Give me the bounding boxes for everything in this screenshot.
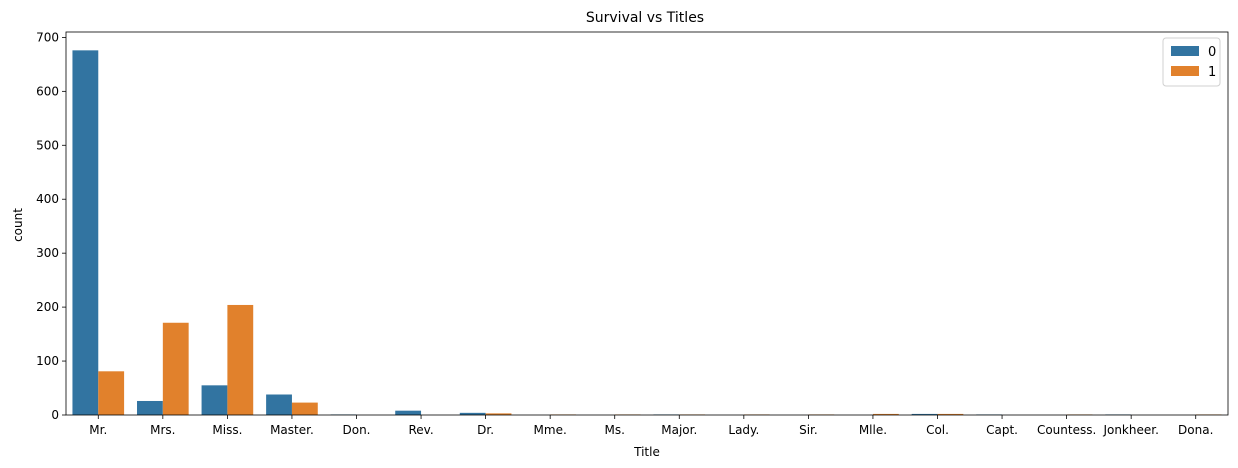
x-tick-label: Rev. bbox=[408, 423, 433, 437]
legend-label-0: 0 bbox=[1208, 45, 1216, 60]
x-tick-label: Countess. bbox=[1037, 423, 1096, 437]
legend-swatch-0 bbox=[1171, 46, 1199, 56]
x-axis-label: Title bbox=[633, 445, 660, 459]
x-tick-label: Lady. bbox=[728, 423, 759, 437]
legend: 01 bbox=[1162, 37, 1221, 87]
bar-mrs-series-1 bbox=[162, 322, 189, 415]
bar-mrs-series-0 bbox=[137, 400, 163, 415]
x-tick-label: Capt. bbox=[986, 423, 1018, 437]
bar-mr-series-0 bbox=[72, 50, 99, 415]
bar-col-series-0 bbox=[911, 413, 938, 415]
bars-layer bbox=[72, 50, 1222, 415]
x-tick-label: Jonkheer. bbox=[1102, 423, 1158, 437]
bar-mr-series-1 bbox=[98, 371, 125, 415]
x-tick-label: Major. bbox=[661, 423, 697, 437]
x-tick-label: Don. bbox=[342, 423, 370, 437]
legend-label-1: 1 bbox=[1208, 65, 1216, 80]
x-tick-label: Dona. bbox=[1178, 423, 1213, 437]
x-tick-label: Mlle. bbox=[859, 423, 887, 437]
y-axis: 0 100 200 300 400 500 600 700 bbox=[36, 30, 66, 422]
bar-col-series-1 bbox=[937, 413, 964, 415]
bar-miss-series-0 bbox=[201, 385, 228, 415]
bar-miss-series-1 bbox=[227, 304, 254, 415]
plot-frame bbox=[65, 31, 1229, 416]
y-tick-label: 100 bbox=[36, 354, 59, 368]
y-tick-label: 700 bbox=[36, 30, 59, 44]
x-tick-label: Sir. bbox=[799, 423, 818, 437]
x-tick-label: Dr. bbox=[477, 423, 494, 437]
bar-dr-series-1 bbox=[485, 413, 512, 415]
bar-mlle-series-1 bbox=[872, 413, 899, 415]
x-tick-label: Mme. bbox=[534, 423, 567, 437]
x-tick-label: Miss. bbox=[212, 423, 242, 437]
bar-rev-series-0 bbox=[395, 410, 422, 415]
x-tick-label: Mrs. bbox=[150, 423, 175, 437]
y-tick-label: 200 bbox=[36, 300, 59, 314]
legend-swatch-1 bbox=[1171, 66, 1199, 76]
chart-title: Survival vs Titles bbox=[586, 10, 704, 26]
x-tick-label: Col. bbox=[926, 423, 949, 437]
bar-master-series-1 bbox=[291, 402, 318, 415]
x-tick-label: Ms. bbox=[605, 423, 625, 437]
x-tick-label: Mr. bbox=[89, 423, 107, 437]
x-tick-label: Master. bbox=[270, 423, 314, 437]
y-tick-label: 0 bbox=[51, 408, 59, 422]
bar-master-series-0 bbox=[266, 394, 292, 415]
bar-dr-series-0 bbox=[459, 412, 486, 415]
x-axis: Mr. Mrs. Miss. Master. Don. Rev. Dr. Mme. Ms. Maj… bbox=[89, 415, 1213, 437]
y-tick-label: 500 bbox=[36, 138, 59, 152]
y-tick-label: 300 bbox=[36, 246, 59, 260]
y-tick-label: 400 bbox=[36, 192, 59, 206]
y-tick-label: 600 bbox=[36, 84, 59, 98]
y-axis-label: count bbox=[11, 208, 25, 242]
